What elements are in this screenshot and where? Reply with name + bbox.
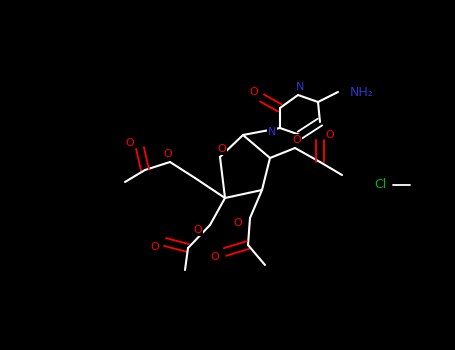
Text: O: O	[293, 135, 301, 145]
Text: N: N	[268, 127, 276, 137]
Text: O: O	[211, 252, 219, 262]
Text: O: O	[151, 242, 159, 252]
Text: O: O	[126, 138, 134, 148]
Text: O: O	[250, 87, 258, 97]
Text: NH₂: NH₂	[350, 85, 374, 98]
Text: Cl: Cl	[374, 178, 386, 191]
Text: N: N	[296, 82, 304, 92]
Text: O: O	[164, 149, 172, 159]
Text: O: O	[194, 225, 202, 235]
Text: O: O	[217, 144, 227, 154]
Text: O: O	[233, 218, 243, 228]
Text: O: O	[326, 130, 334, 140]
